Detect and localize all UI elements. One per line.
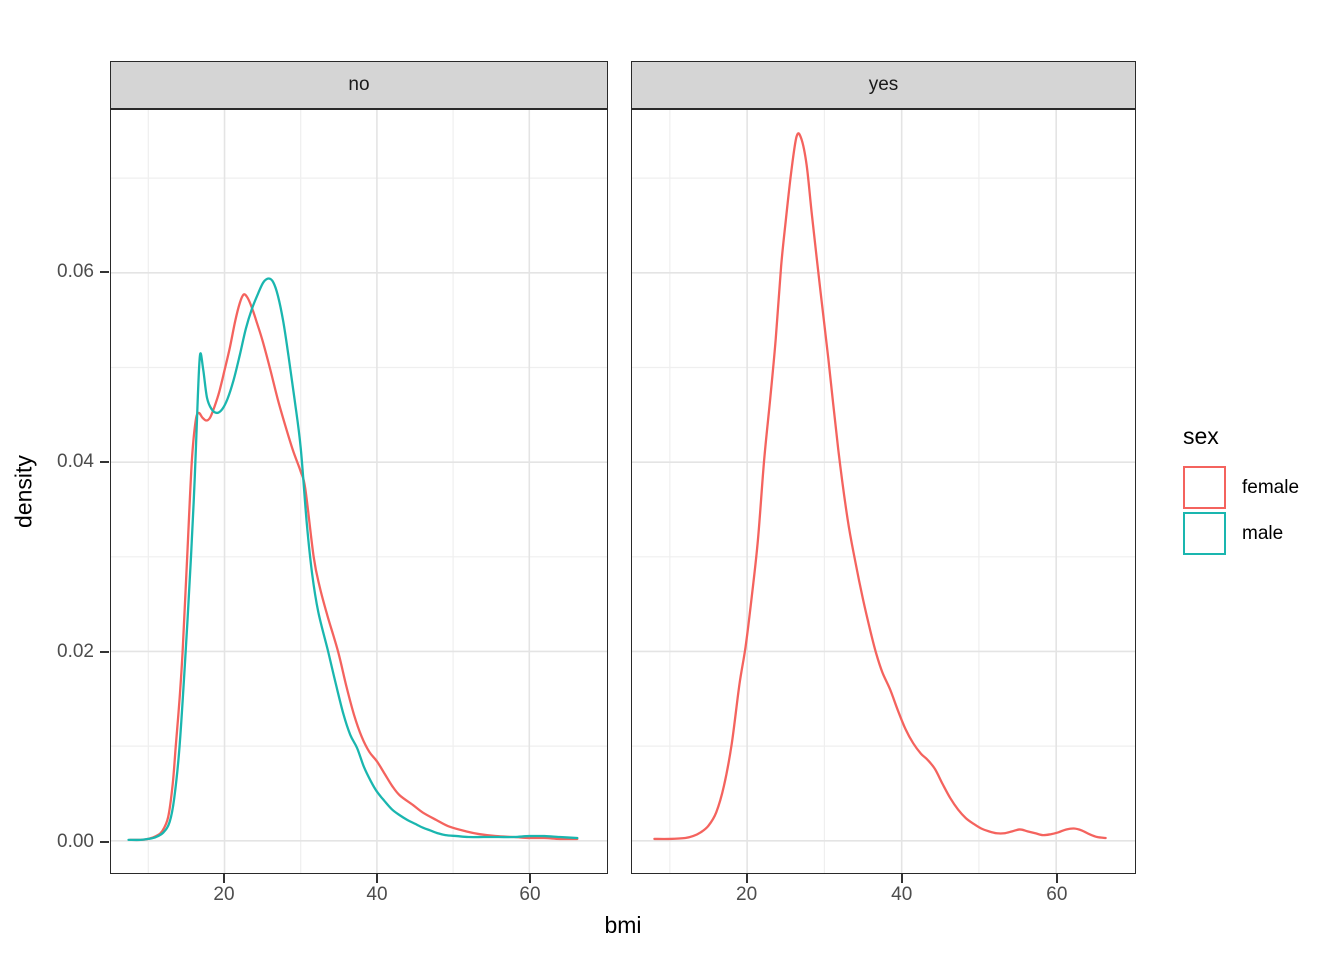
x-axis-title: bmi [604,912,642,938]
legend-key-female-swatch [1183,466,1226,509]
legend-item-male: male [1183,512,1299,555]
density-curve-female-no [128,293,579,842]
x-tick-mark [745,874,748,883]
panel-no [110,109,608,874]
y-tick-label: 0.04 [57,451,94,473]
x-tick-label: 20 [736,884,758,905]
panel-canvas-yes [632,110,1135,873]
x-tick-mark [375,874,378,883]
legend-title: sex [1183,423,1219,449]
y-tick-label: 0.00 [57,830,94,852]
x-tick-mark [1055,874,1058,883]
x-tick-label: 20 [213,884,235,905]
x-tick-mark [222,874,225,883]
legend-key-male-swatch [1183,512,1226,555]
legend-label-female: female [1242,476,1300,498]
facet-strip-label: yes [868,74,899,95]
x-tick-mark [900,874,903,883]
x-tick-label: 40 [891,884,913,905]
x-tick-label: 60 [1046,884,1068,905]
y-tick-label: 0.06 [57,261,94,283]
legend-item-female: female [1183,466,1299,509]
density-curve-male-no [127,277,579,842]
legend-label-male: male [1242,522,1284,544]
legend: sex female male [1183,423,1299,558]
panel-yes [631,109,1136,874]
y-tick-label: 0.02 [57,640,94,662]
facet-strip-label: no [348,74,370,95]
y-tick-mark [100,650,109,653]
panel-canvas-no [111,110,607,873]
y-tick-mark [100,461,109,464]
density-curve-female-yes [653,132,1107,841]
x-tick-label: 60 [519,884,541,905]
facet-strip-yes: yes [631,61,1136,109]
y-tick-mark [100,840,109,843]
y-tick-mark [100,271,109,274]
facet-strip-no: no [110,61,608,109]
x-tick-label: 40 [366,884,388,905]
y-axis-title: density [10,455,37,528]
x-tick-mark [528,874,531,883]
